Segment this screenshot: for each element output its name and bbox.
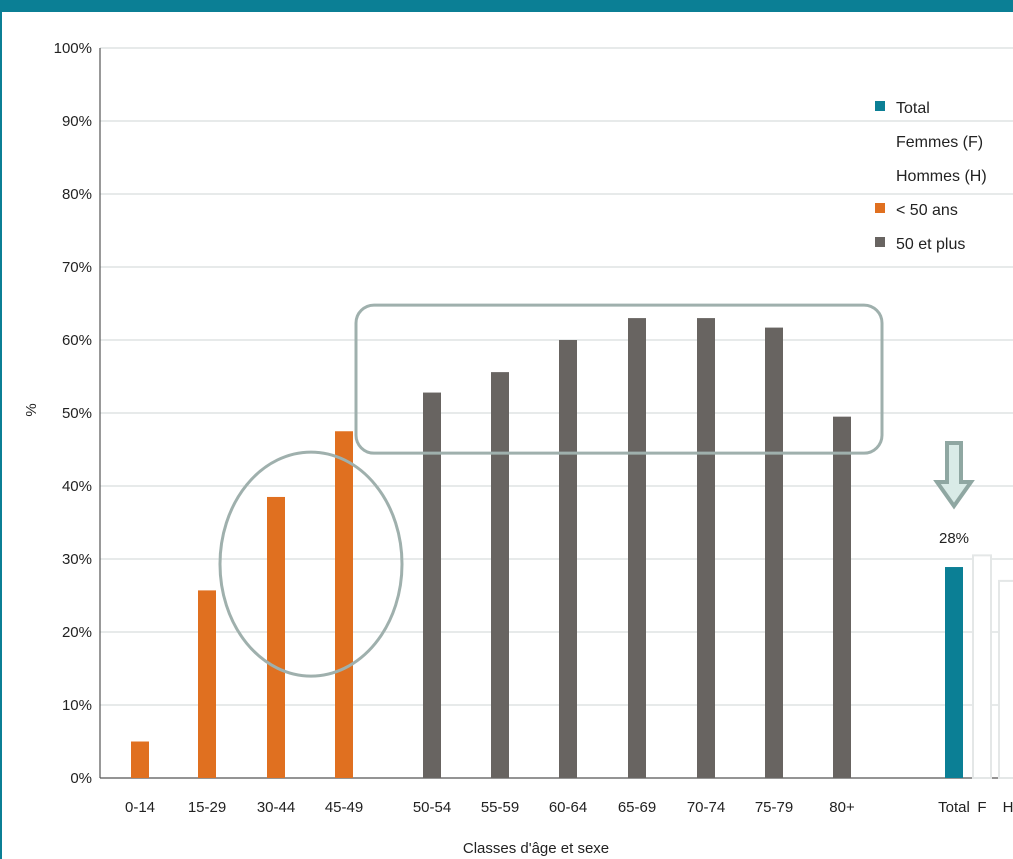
- bar: [998, 579, 1013, 780]
- y-tick-label: 90%: [62, 113, 92, 130]
- y-tick-label: 80%: [62, 186, 92, 203]
- legend-swatch: [875, 101, 885, 111]
- x-tick-label: 55-59: [481, 799, 519, 816]
- bar: [972, 554, 992, 779]
- legend-label: 50 et plus: [896, 236, 965, 253]
- bar: [423, 392, 441, 778]
- bar: [198, 590, 216, 778]
- y-tick-label: 30%: [62, 551, 92, 568]
- bar: [267, 496, 285, 778]
- grid-lines: [99, 47, 1013, 779]
- x-tick-label: 70-74: [687, 799, 725, 816]
- arrow-annotation: [933, 441, 975, 510]
- x-tick-label: Total: [938, 799, 970, 816]
- bars: [131, 318, 1013, 780]
- y-tick-label: 50%: [62, 405, 92, 422]
- legend-label: < 50 ans: [896, 202, 958, 219]
- bar: [945, 567, 963, 778]
- ellipse-annotation: [218, 450, 404, 678]
- rect-annotation: [354, 303, 884, 455]
- x-tick-label: 75-79: [755, 799, 793, 816]
- x-tick-label: 50-54: [413, 799, 451, 816]
- legend-swatch: [875, 203, 885, 213]
- y-tick-label: 20%: [62, 624, 92, 641]
- x-tick-label: 65-69: [618, 799, 656, 816]
- legend-label: Femmes (F): [896, 134, 983, 151]
- bar: [335, 431, 353, 778]
- y-tick-label: 100%: [54, 40, 92, 57]
- x-tick-label: 0-14: [125, 799, 155, 816]
- x-tick-label: H: [1003, 799, 1013, 816]
- y-axis-ticks: 0% 10% 20% 30% 40% 50% 60% 70% 80% 90% 100%: [54, 40, 92, 787]
- legend: Total Femmes (F) Hommes (H) < 50 ans 50 et p…: [875, 100, 987, 253]
- bar: [628, 318, 646, 778]
- legend-swatch: [875, 237, 885, 247]
- x-tick-label: F: [977, 799, 986, 816]
- x-tick-label: 45-49: [325, 799, 363, 816]
- y-axis-label: %: [23, 403, 40, 416]
- x-axis-label: Classes d'âge et sexe: [463, 840, 609, 857]
- bar: [697, 318, 715, 778]
- bar: [491, 372, 509, 778]
- bar: [559, 340, 577, 778]
- x-tick-label: 60-64: [549, 799, 587, 816]
- legend-label: Hommes (H): [896, 168, 987, 185]
- legend-label: Total: [896, 100, 930, 117]
- bar: [131, 741, 149, 778]
- annotations: 28%: [218, 303, 975, 678]
- x-axis-ticks: 0-14 15-29 30-44 45-49 50-54 55-59 60-64 65-69 7…: [125, 799, 1013, 816]
- y-tick-label: 40%: [62, 478, 92, 495]
- x-tick-label: 30-44: [257, 799, 295, 816]
- y-tick-label: 70%: [62, 259, 92, 276]
- y-tick-label: 10%: [62, 697, 92, 714]
- header-bar: [0, 0, 1013, 12]
- y-tick-label: 0%: [70, 770, 92, 787]
- bar: [833, 416, 851, 778]
- bar: [765, 327, 783, 778]
- data-label: 28%: [939, 530, 969, 547]
- x-tick-label: 80+: [829, 799, 855, 816]
- y-tick-label: 60%: [62, 332, 92, 349]
- x-tick-label: 15-29: [188, 799, 226, 816]
